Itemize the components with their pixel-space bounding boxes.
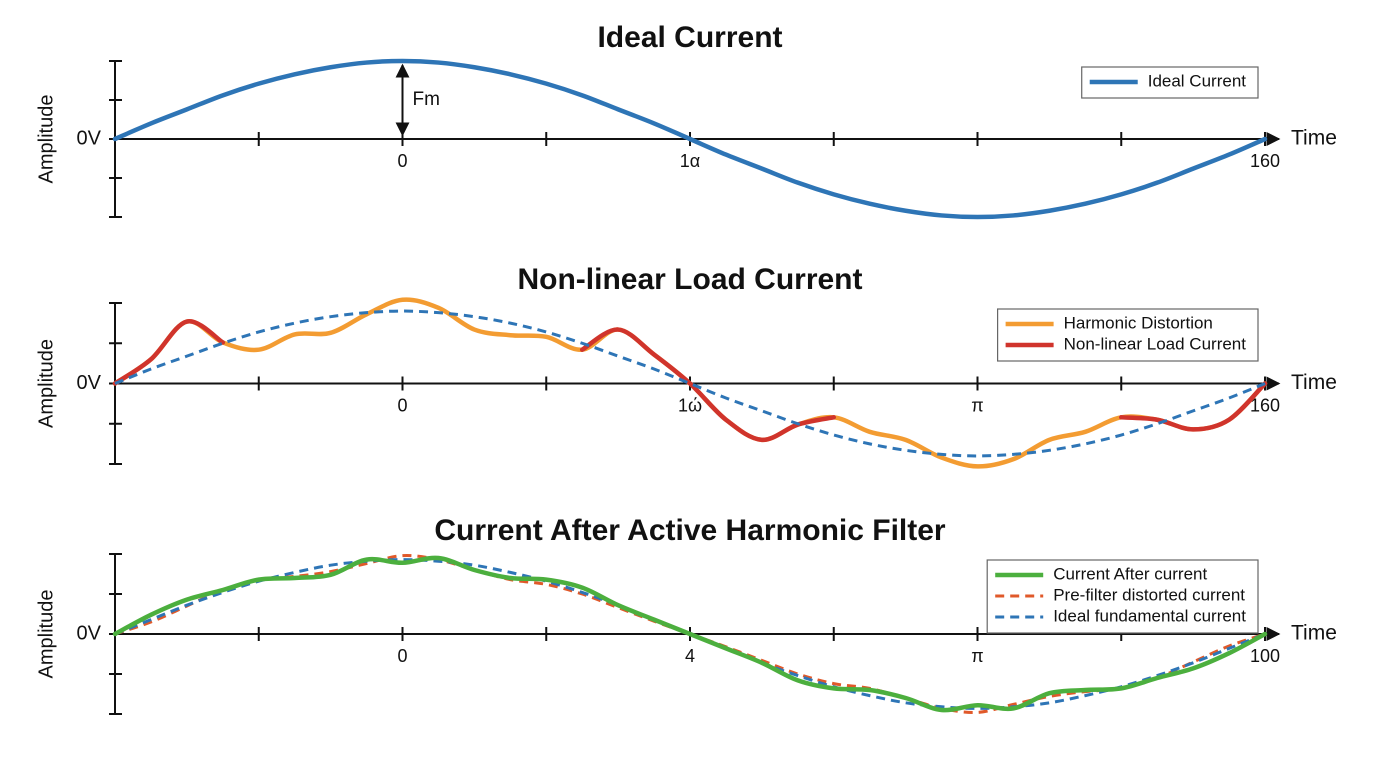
x-tick-label: π: [971, 646, 983, 666]
annotation-label: Fm: [413, 89, 440, 110]
x-axis-label: Time: [1291, 622, 1337, 645]
y-tick-label: 0V: [77, 372, 102, 394]
y-axis-label: Amplitude: [35, 590, 57, 679]
x-tick-label: 1ώ: [678, 395, 702, 415]
x-axis-label: Time: [1291, 371, 1337, 394]
series-line: [114, 553, 1266, 715]
series-line: [112, 58, 1268, 220]
series-line: [112, 319, 1268, 443]
x-axis-label: Time: [1291, 127, 1337, 150]
legend-label: Ideal fundamental current: [1053, 606, 1246, 625]
legend-label: Ideal Current: [1148, 71, 1247, 90]
y-axis-label: Amplitude: [35, 95, 57, 184]
legend: Ideal Current: [1081, 66, 1259, 99]
x-tick-label: 0: [397, 395, 407, 415]
series-line: [114, 309, 1266, 458]
x-tick-label: 100: [1250, 646, 1280, 666]
legend-label: Pre-filter distorted current: [1053, 585, 1245, 604]
chart-title: Ideal Current: [597, 21, 782, 54]
x-tick-label: 0: [397, 646, 407, 666]
legend-box: [1081, 66, 1259, 99]
x-tick-label: 0: [397, 151, 407, 171]
x-tick-label: 4: [685, 646, 695, 666]
y-axis-label: Amplitude: [35, 339, 57, 428]
x-tick-label: 1α: [680, 151, 700, 171]
y-tick-label: 0V: [77, 127, 102, 149]
legend-box: [997, 308, 1259, 362]
series-line: [114, 558, 1266, 710]
series-line: [112, 555, 1268, 713]
y-tick-label: 0V: [77, 622, 102, 644]
x-tick-label: 160: [1250, 151, 1280, 171]
legend: Harmonic Distortion Non-linear Load Curre…: [997, 308, 1259, 362]
x-tick-label: π: [971, 395, 983, 415]
legend: Current After current Pre-filter distorte…: [986, 559, 1259, 634]
legend-label: Non-linear Load Current: [1064, 334, 1247, 353]
legend-label: Current After current: [1053, 564, 1207, 583]
chart-title: Current After Active Harmonic Filter: [434, 514, 946, 547]
legend-label: Harmonic Distortion: [1064, 313, 1213, 332]
chart-title: Non-linear Load Current: [517, 263, 862, 296]
x-tick-label: 160: [1250, 395, 1280, 415]
